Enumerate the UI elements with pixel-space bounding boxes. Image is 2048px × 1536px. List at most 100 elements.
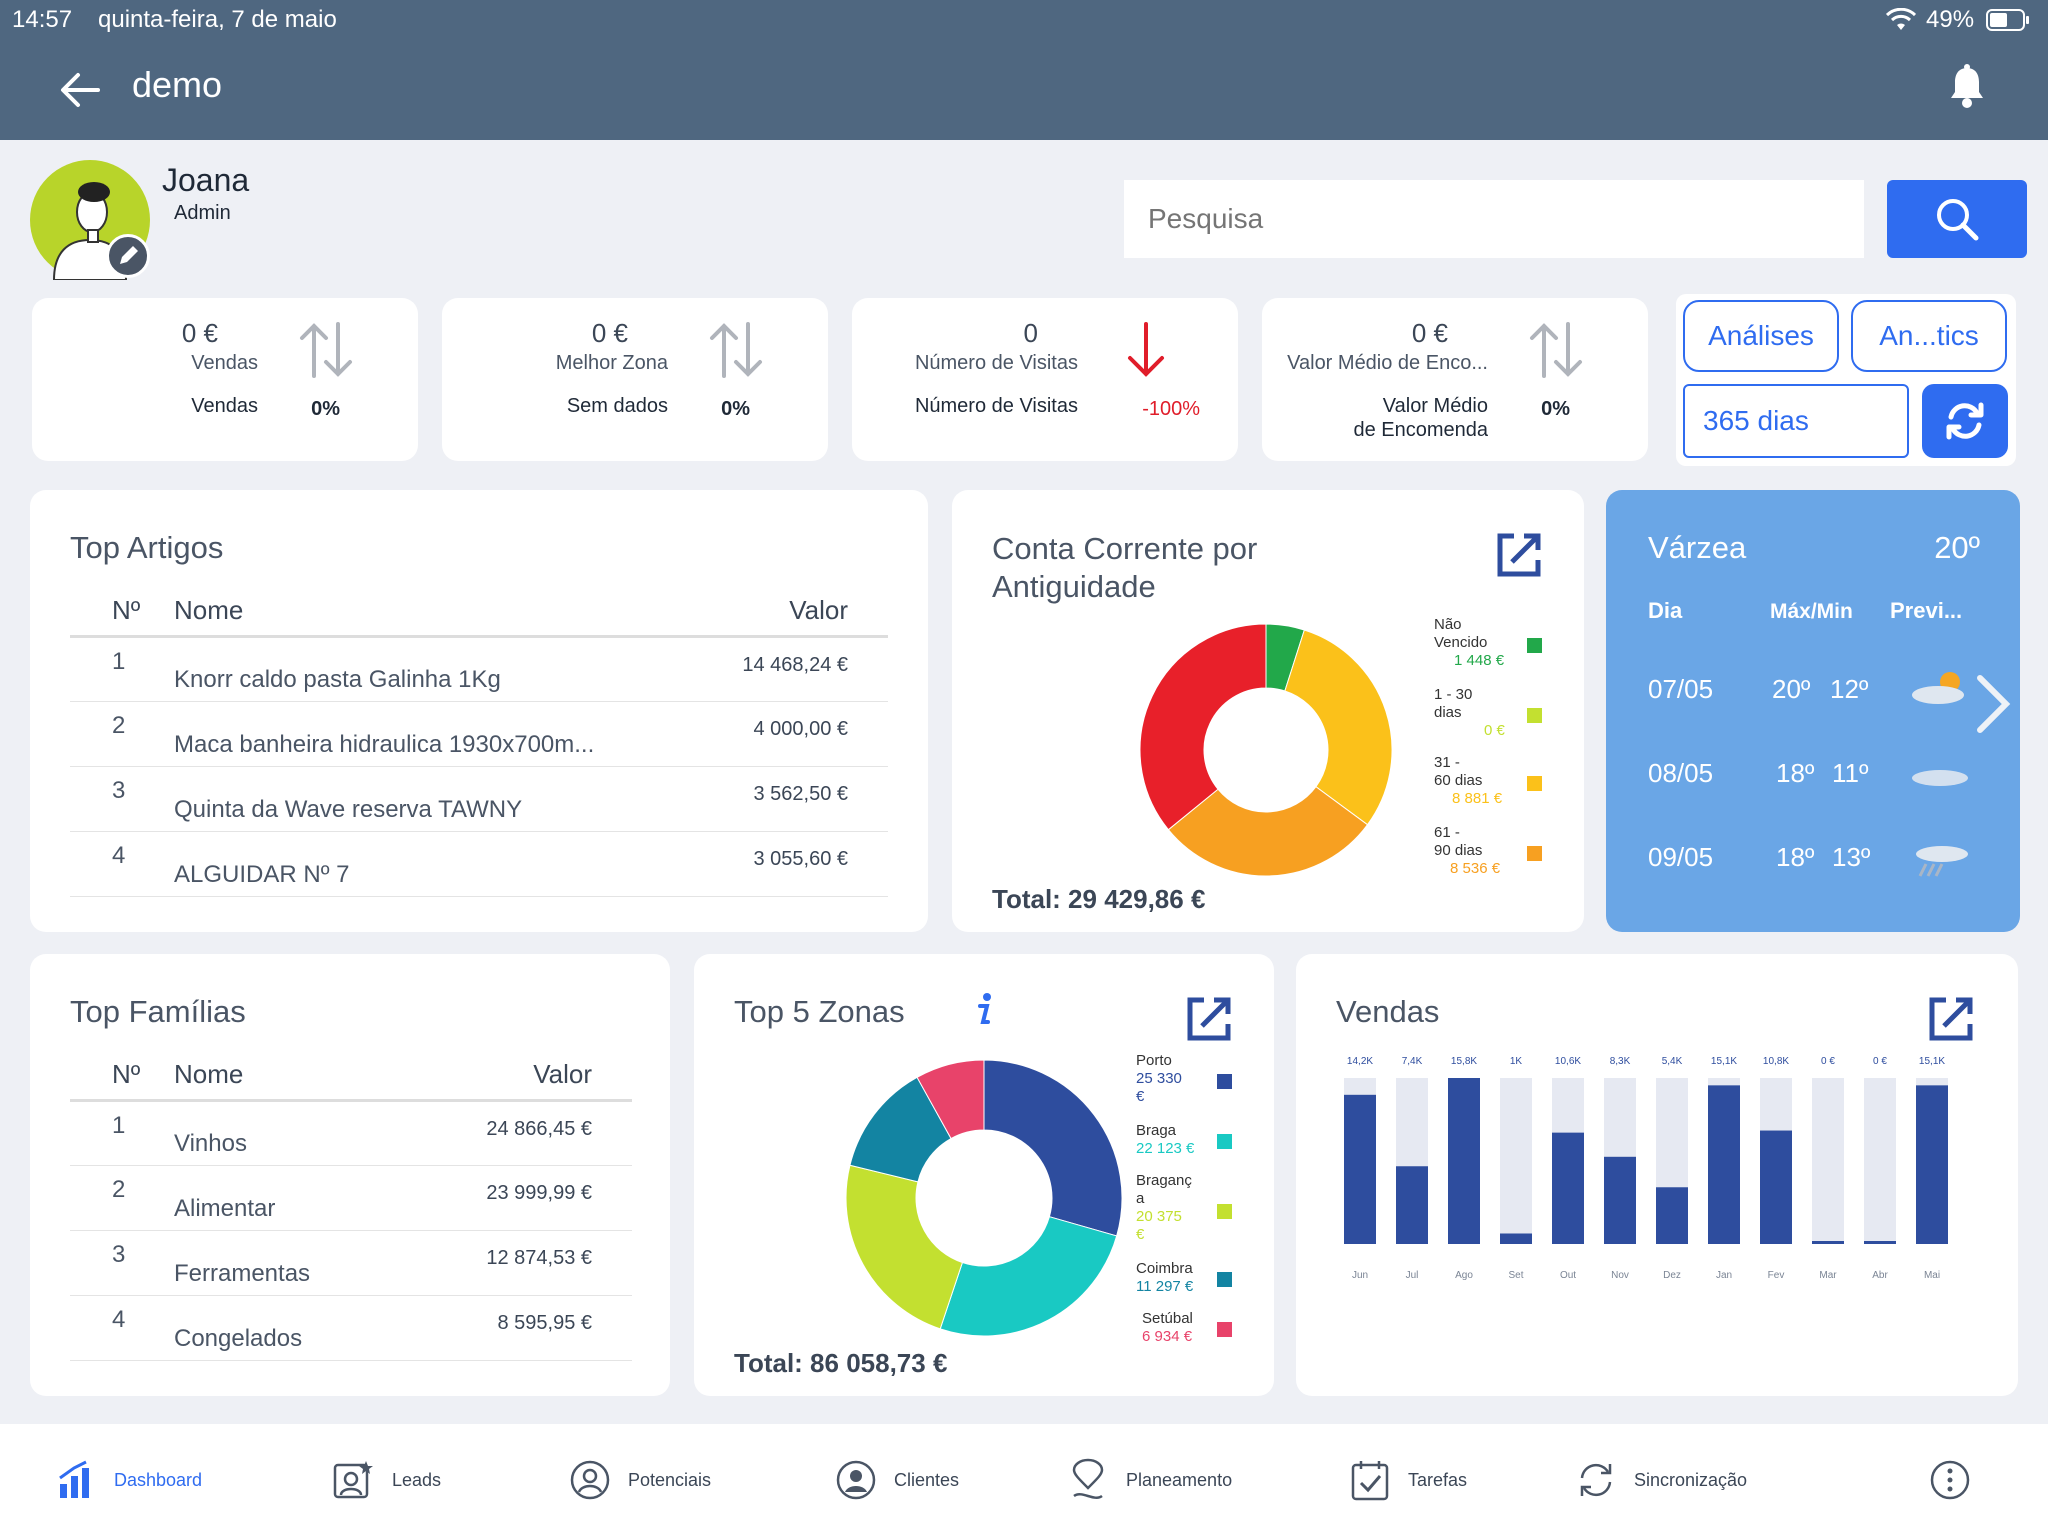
search-button[interactable] bbox=[1887, 180, 2027, 258]
legend-item: Não Vencido 1 448 € bbox=[1434, 616, 1504, 670]
edit-avatar-button[interactable] bbox=[106, 234, 150, 278]
nav-dashboard[interactable]: Dashboard bbox=[56, 1440, 202, 1520]
legend-swatch bbox=[1527, 776, 1542, 791]
bar[interactable] bbox=[1708, 1085, 1740, 1244]
table-row[interactable]: 1 Knorr caldo pasta Galinha 1Kg 14 468,24 … bbox=[70, 636, 888, 702]
legend-swatch bbox=[1217, 1272, 1232, 1287]
bar[interactable] bbox=[1760, 1130, 1792, 1244]
title-line2: Antiguidade bbox=[992, 569, 1156, 604]
nav-more[interactable] bbox=[1930, 1440, 1988, 1520]
bar[interactable] bbox=[1916, 1085, 1948, 1244]
legend-swatch bbox=[1217, 1322, 1232, 1337]
swap-arrows-icon bbox=[1530, 322, 1582, 378]
legend-amount: 8 536 € bbox=[1450, 860, 1501, 877]
row-num: 3 bbox=[70, 1230, 174, 1296]
weather-card: Várzea 20º Dia Máx/Min Previ... 07/05 20… bbox=[1606, 490, 2020, 932]
analytics-button[interactable]: An...tics bbox=[1851, 300, 2007, 372]
legend-swatch bbox=[1217, 1204, 1232, 1219]
analises-button[interactable]: Análises bbox=[1683, 300, 1839, 372]
legend-amount: 11 297 € bbox=[1136, 1278, 1194, 1295]
row-value: 3 055,60 € bbox=[704, 831, 888, 897]
top-familias-card: Top Famílias Nº Nome Valor 1 Vinhos 24 866… bbox=[30, 954, 670, 1396]
external-link-icon[interactable] bbox=[1184, 994, 1234, 1044]
avatar[interactable] bbox=[30, 160, 150, 281]
bar-data-label: 14,2K bbox=[1347, 1056, 1373, 1067]
table-row[interactable]: 3 Quinta da Wave reserva TAWNY 3 562,50 € bbox=[70, 766, 888, 832]
bar-data-label: 7,4K bbox=[1402, 1056, 1423, 1067]
battery-icon bbox=[1986, 9, 2029, 31]
row-name: Knorr caldo pasta Galinha 1Kg bbox=[174, 636, 705, 702]
legend-item: 31 -60 dias 8 881 € bbox=[1434, 754, 1502, 808]
nav-potenciais[interactable]: Potenciais bbox=[570, 1440, 711, 1520]
chevron-right-icon[interactable] bbox=[1972, 674, 2012, 734]
weather-max: 20º bbox=[1772, 674, 1811, 704]
table-row[interactable]: 3 Ferramentas 12 874,53 € bbox=[70, 1230, 632, 1296]
top-artigos-table: Nº Nome Valor 1 Knorr caldo pasta Galinha… bbox=[70, 586, 888, 897]
kpi-card-vendas[interactable]: 0 € Vendas Vendas 0% bbox=[32, 298, 418, 461]
row-num: 1 bbox=[70, 1100, 174, 1166]
bar[interactable] bbox=[1656, 1187, 1688, 1244]
legend-item: 61 -90 dias 8 536 € bbox=[1434, 824, 1500, 878]
kpi-card-melhor-zona[interactable]: 0 € Melhor Zona Sem dados 0% bbox=[442, 298, 828, 461]
top-zonas-donut bbox=[846, 1060, 1122, 1336]
kpi-sub: Sem dados bbox=[566, 395, 668, 417]
conta-corrente-donut bbox=[1140, 624, 1392, 876]
nav-leads[interactable]: Leads bbox=[332, 1440, 441, 1520]
kpi-percent: 0% bbox=[721, 398, 750, 420]
search-input[interactable] bbox=[1124, 180, 1864, 258]
nav-clientes[interactable]: Clientes bbox=[836, 1440, 959, 1520]
bar[interactable] bbox=[1500, 1233, 1532, 1244]
bar[interactable] bbox=[1864, 1241, 1896, 1244]
bar[interactable] bbox=[1604, 1156, 1636, 1244]
nav-sincronizacao[interactable]: Sincronização bbox=[1576, 1440, 1747, 1520]
table-row[interactable]: 1 Vinhos 24 866,45 € bbox=[70, 1100, 632, 1166]
external-link-icon[interactable] bbox=[1494, 530, 1544, 580]
bar-data-label: 0 € bbox=[1821, 1056, 1835, 1067]
user-name: Joana bbox=[162, 162, 250, 198]
x-tick-label: Ago bbox=[1455, 1270, 1473, 1281]
tarefas-icon bbox=[1351, 1461, 1389, 1501]
refresh-button[interactable] bbox=[1922, 384, 2008, 458]
wifi-icon bbox=[1886, 8, 1916, 30]
bar[interactable] bbox=[1344, 1094, 1376, 1244]
bar[interactable] bbox=[1396, 1166, 1428, 1244]
row-name: Vinhos bbox=[174, 1100, 396, 1166]
bell-icon[interactable] bbox=[1948, 64, 1986, 110]
kpi-sub: Valor Médio de Encomenda bbox=[1353, 394, 1488, 442]
row-num: 2 bbox=[70, 1165, 174, 1231]
title-line1: Conta Corrente por bbox=[992, 531, 1258, 566]
donut-slice bbox=[1167, 786, 1369, 876]
legend-label: Setúbal bbox=[1142, 1310, 1193, 1327]
donut-slice bbox=[1140, 624, 1267, 831]
table-row[interactable]: 2 Maca banheira hidraulica 1930x700m... 4 … bbox=[70, 701, 888, 767]
donut-slice bbox=[983, 1060, 1122, 1237]
back-arrow-icon[interactable] bbox=[58, 70, 102, 110]
bar-background bbox=[1812, 1078, 1844, 1244]
table-row[interactable]: 2 Alimentar 23 999,99 € bbox=[70, 1165, 632, 1231]
bar[interactable] bbox=[1552, 1132, 1584, 1244]
row-name: ALGUIDAR Nº 7 bbox=[174, 831, 705, 897]
kpi-card-valor-medio[interactable]: 0 € Valor Médio de Enco... Valor Médio de… bbox=[1262, 298, 1648, 461]
top-familias-title: Top Famílias bbox=[70, 994, 246, 1029]
donut-slice bbox=[939, 1216, 1118, 1336]
legend-item: Porto 25 330 € bbox=[1136, 1052, 1182, 1106]
col-header-valor: Valor bbox=[395, 1050, 632, 1102]
table-row[interactable]: 4 Congelados 8 595,95 € bbox=[70, 1295, 632, 1361]
nav-planeamento[interactable]: Planeamento bbox=[1068, 1440, 1232, 1520]
external-link-icon[interactable] bbox=[1926, 994, 1976, 1044]
info-icon[interactable] bbox=[972, 992, 996, 1028]
period-select[interactable]: 365 dias bbox=[1683, 384, 1909, 458]
kpi-card-visitas[interactable]: 0 Número de Visitas Número de Visitas -1… bbox=[852, 298, 1238, 461]
nav-tarefas[interactable]: Tarefas bbox=[1350, 1440, 1467, 1520]
kpi-value: 0 bbox=[1023, 318, 1038, 348]
swap-arrows-icon bbox=[300, 322, 352, 378]
bar[interactable] bbox=[1448, 1078, 1480, 1244]
kpi-value: 0 € bbox=[181, 318, 218, 348]
legend-label: a bbox=[1136, 1190, 1145, 1207]
bar[interactable] bbox=[1812, 1241, 1844, 1244]
legend-label: Vencido bbox=[1434, 634, 1488, 651]
legend-amount: 0 € bbox=[1484, 722, 1505, 739]
row-value: 14 468,24 € bbox=[704, 636, 888, 702]
bar-data-label: 10,6K bbox=[1555, 1056, 1581, 1067]
